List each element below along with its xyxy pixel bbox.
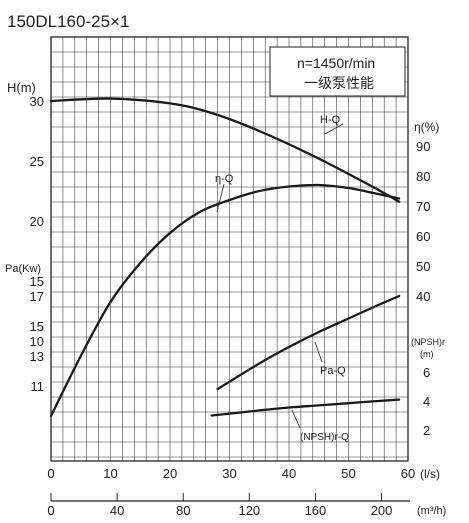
x2-tick-label: 160	[305, 503, 327, 518]
h-tick-label: 30	[30, 94, 44, 109]
eta-tick-label: 70	[416, 199, 430, 214]
npsh-leader	[291, 409, 301, 429]
x2-tick-label: 40	[110, 503, 124, 518]
h-tick-label: 15	[30, 274, 44, 289]
eta-label: η-Q	[215, 173, 234, 185]
curves	[49, 97, 401, 418]
pa-label: Pa-Q	[320, 365, 346, 377]
eta-tick-label: 90	[416, 139, 430, 154]
info-stage: 一级泵性能	[304, 75, 374, 91]
x2-tick-label: 80	[176, 503, 190, 518]
eta-tick-label: 80	[416, 169, 430, 184]
pa-tick-label: 17	[30, 289, 44, 304]
x-tick-label: 50	[341, 466, 355, 481]
hq-leader	[324, 123, 344, 135]
info-speed: n=1450r/min	[297, 55, 375, 71]
grid	[51, 37, 408, 461]
axes: H(m)3025201510Pa(Kw)17151311η(%)90807060…	[5, 80, 446, 518]
series-line-h-q	[49, 97, 401, 203]
pa-axis-label: Pa(Kw)	[5, 263, 41, 275]
eta-tick-label: 60	[416, 229, 430, 244]
x2-axis-label: (m³/h)	[417, 505, 446, 517]
x-axis-label: (l/s)	[420, 467, 440, 481]
eta-axis-label: η(%)	[414, 120, 439, 134]
h-tick-label: 25	[30, 154, 44, 169]
x-tick-label: 40	[282, 466, 296, 481]
npsh-tick-label: 4	[423, 394, 430, 409]
pa-tick-label: 13	[30, 349, 44, 364]
eta-leader	[216, 183, 225, 213]
x2-tick-label: 120	[238, 503, 260, 518]
x-tick-label: 60	[401, 466, 415, 481]
h-tick-label: 20	[30, 214, 44, 229]
series-labels: H-Q η-Q Pa-Q (NPSH)r-Q	[215, 114, 349, 443]
x-tick-label: 30	[222, 466, 236, 481]
npsh-tick-label: 2	[423, 423, 430, 438]
hq-label: H-Q	[320, 114, 341, 126]
pa-leader	[314, 341, 323, 363]
h-tick-label: 10	[30, 334, 44, 349]
series-line-q	[49, 183, 401, 418]
x-tick-label: 0	[47, 466, 54, 481]
npsh-label: (NPSH)r-Q	[300, 432, 349, 443]
x-tick-label: 10	[103, 466, 117, 481]
pa-tick-label: 15	[30, 319, 44, 334]
h-axis-label: H(m)	[7, 80, 36, 95]
info-box	[269, 46, 406, 97]
npsh-axis-unit: (m)	[420, 349, 434, 359]
x2-tick-label: 0	[47, 503, 54, 518]
chart-title: 150DL160-25×1	[7, 12, 129, 31]
x2-tick-label: 200	[371, 503, 393, 518]
series-line-pa-q	[216, 294, 401, 391]
npsh-tick-label: 6	[423, 365, 430, 380]
x-tick-label: 20	[163, 466, 177, 481]
plot-frame	[50, 36, 409, 462]
pa-tick-label: 11	[31, 379, 45, 394]
eta-tick-label: 50	[416, 259, 430, 274]
series-line-npsh-r-q	[210, 398, 401, 417]
eta-tick-label: 40	[416, 289, 430, 304]
npsh-axis-label: (NPSH)r	[411, 337, 445, 347]
